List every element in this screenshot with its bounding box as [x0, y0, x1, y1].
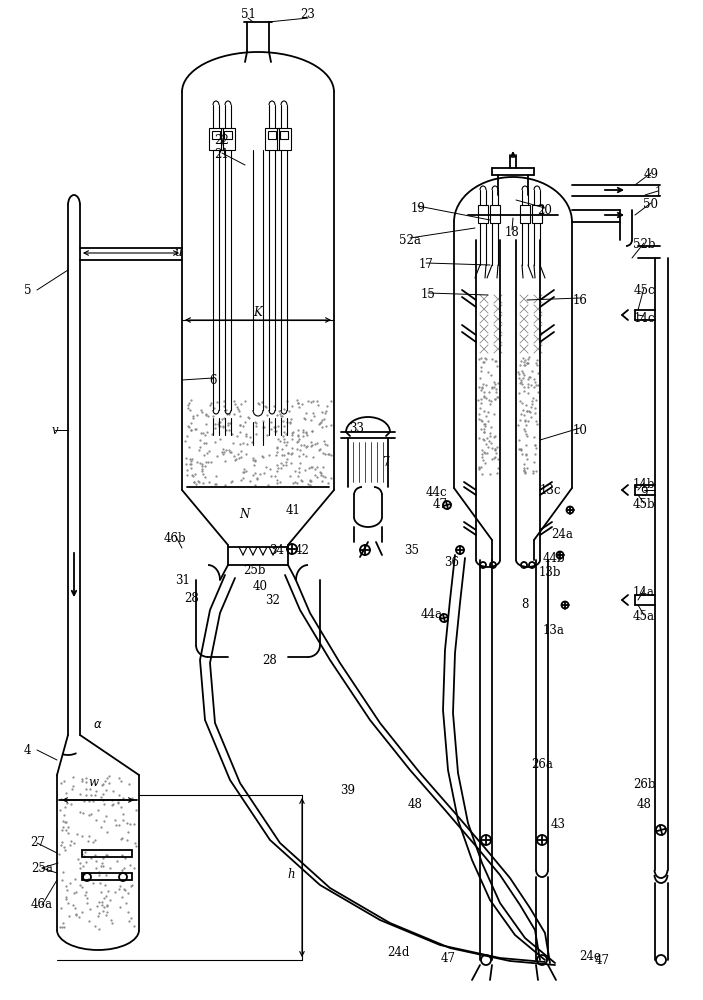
- Text: 51: 51: [240, 8, 255, 21]
- Text: u: u: [174, 246, 182, 259]
- Text: 14b: 14b: [633, 479, 655, 491]
- Text: 52b: 52b: [633, 238, 655, 251]
- Text: 46a: 46a: [31, 898, 53, 912]
- Text: 42: 42: [295, 544, 309, 556]
- Text: 43: 43: [550, 818, 565, 832]
- Text: h: h: [288, 868, 295, 882]
- Text: 46b: 46b: [164, 532, 186, 544]
- Text: 1: 1: [654, 186, 662, 200]
- Text: 28: 28: [263, 654, 278, 666]
- Bar: [520, 205, 530, 223]
- Bar: [265, 128, 279, 150]
- Text: 32: 32: [266, 593, 280, 606]
- Text: 22: 22: [214, 133, 229, 146]
- Text: 36: 36: [444, 556, 460, 568]
- Text: 14c: 14c: [633, 312, 654, 324]
- Text: 31: 31: [176, 574, 191, 586]
- Bar: [532, 205, 542, 223]
- Text: 24a: 24a: [551, 528, 573, 542]
- Text: 24d: 24d: [387, 946, 409, 958]
- Text: w: w: [88, 776, 98, 790]
- Text: 41: 41: [285, 504, 300, 516]
- Text: 17: 17: [418, 258, 434, 271]
- Text: 25a: 25a: [31, 861, 53, 874]
- Text: 45c: 45c: [633, 284, 654, 296]
- Text: 45a: 45a: [633, 610, 655, 624]
- Text: 25b: 25b: [243, 564, 265, 576]
- Text: 50: 50: [643, 198, 659, 212]
- Bar: [268, 131, 276, 139]
- Text: 44b: 44b: [543, 552, 565, 564]
- Bar: [224, 131, 232, 139]
- Text: 44a: 44a: [421, 607, 443, 620]
- Bar: [478, 205, 488, 223]
- Text: 47: 47: [595, 954, 610, 966]
- Text: 19: 19: [411, 202, 425, 215]
- Text: 5: 5: [24, 284, 32, 296]
- Text: 52a: 52a: [399, 233, 421, 246]
- Text: 47: 47: [432, 497, 448, 510]
- Text: 13b: 13b: [538, 566, 561, 578]
- Bar: [212, 131, 220, 139]
- Text: 13a: 13a: [543, 624, 565, 637]
- Text: 13c: 13c: [539, 484, 561, 496]
- Text: 8: 8: [522, 597, 529, 610]
- Text: 27: 27: [30, 836, 46, 850]
- Text: 15: 15: [420, 288, 435, 302]
- Text: 40: 40: [252, 580, 268, 593]
- Text: 4: 4: [23, 744, 31, 756]
- Text: 39: 39: [340, 784, 356, 796]
- Text: $\alpha$: $\alpha$: [93, 718, 103, 732]
- Text: 28: 28: [185, 591, 200, 604]
- Text: N: N: [239, 508, 249, 522]
- Text: 34: 34: [269, 544, 285, 556]
- Text: K: K: [254, 306, 262, 318]
- Text: 14a: 14a: [633, 585, 655, 598]
- Text: v: v: [52, 424, 58, 436]
- Bar: [82, 850, 132, 857]
- Text: 21: 21: [214, 148, 229, 161]
- Text: 49: 49: [643, 168, 659, 182]
- Text: 48: 48: [636, 798, 652, 812]
- Text: 33: 33: [349, 422, 364, 434]
- Text: 23: 23: [301, 8, 316, 21]
- Text: 7: 7: [383, 456, 391, 468]
- Bar: [82, 873, 132, 880]
- Text: 47: 47: [441, 952, 456, 964]
- Text: 48: 48: [408, 798, 423, 812]
- Bar: [490, 205, 500, 223]
- Text: 24e: 24e: [579, 950, 601, 962]
- Text: 16: 16: [572, 294, 588, 306]
- Text: 26b: 26b: [633, 778, 655, 792]
- Text: 35: 35: [404, 544, 420, 556]
- Text: 18: 18: [505, 226, 520, 238]
- Text: 9: 9: [640, 486, 647, 498]
- Bar: [280, 131, 288, 139]
- Bar: [221, 128, 235, 150]
- Text: 10: 10: [572, 424, 588, 436]
- Text: 6: 6: [209, 373, 217, 386]
- Text: 45b: 45b: [633, 498, 655, 512]
- Bar: [277, 128, 291, 150]
- Text: 44c: 44c: [425, 486, 447, 498]
- Bar: [209, 128, 223, 150]
- Text: 26a: 26a: [531, 758, 553, 772]
- Text: 20: 20: [538, 204, 553, 217]
